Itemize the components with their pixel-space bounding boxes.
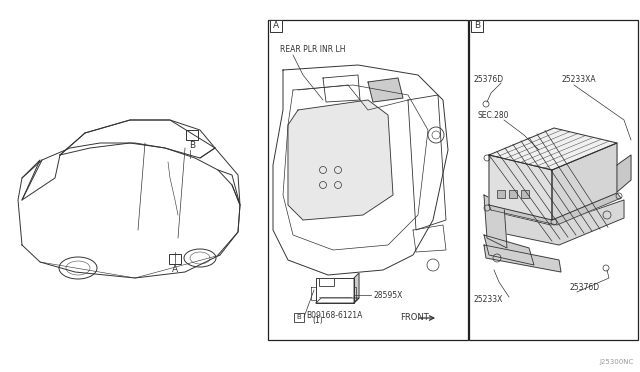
Polygon shape [354, 273, 359, 303]
Polygon shape [489, 128, 617, 170]
Polygon shape [487, 200, 624, 245]
Text: REAR PLR INR LH: REAR PLR INR LH [280, 45, 346, 55]
Bar [471, 20, 483, 32]
Polygon shape [288, 100, 393, 220]
Bar [186, 130, 198, 140]
Text: 25233XA: 25233XA [561, 76, 596, 84]
Text: B: B [474, 22, 480, 31]
Text: SEC.280: SEC.280 [477, 110, 509, 119]
Text: B09168-6121A: B09168-6121A [306, 311, 362, 320]
Text: 25233X: 25233X [474, 295, 504, 305]
Polygon shape [484, 195, 507, 248]
Polygon shape [368, 78, 403, 102]
Text: 28595X: 28595X [373, 291, 403, 299]
Text: (1): (1) [312, 317, 323, 326]
Polygon shape [484, 245, 561, 272]
Polygon shape [484, 235, 534, 265]
Bar [509, 190, 517, 198]
Bar [270, 20, 282, 32]
Text: B: B [296, 314, 301, 320]
Bar [521, 190, 529, 198]
Bar [169, 254, 181, 264]
Text: J25300NC: J25300NC [600, 359, 634, 365]
Text: B: B [189, 141, 195, 150]
Bar [319, 278, 334, 286]
Bar [497, 190, 505, 198]
Bar [294, 313, 304, 322]
Polygon shape [552, 143, 617, 220]
Polygon shape [617, 155, 631, 192]
Bar [469, 20, 638, 340]
Text: A: A [172, 264, 178, 273]
Polygon shape [316, 298, 359, 303]
Polygon shape [489, 155, 552, 220]
Polygon shape [489, 193, 621, 225]
Bar [268, 20, 468, 340]
Text: FRONT: FRONT [400, 314, 429, 323]
Text: 25376D: 25376D [474, 76, 504, 84]
Bar [316, 278, 354, 303]
Text: 25376D: 25376D [569, 283, 599, 292]
Text: A: A [273, 22, 279, 31]
